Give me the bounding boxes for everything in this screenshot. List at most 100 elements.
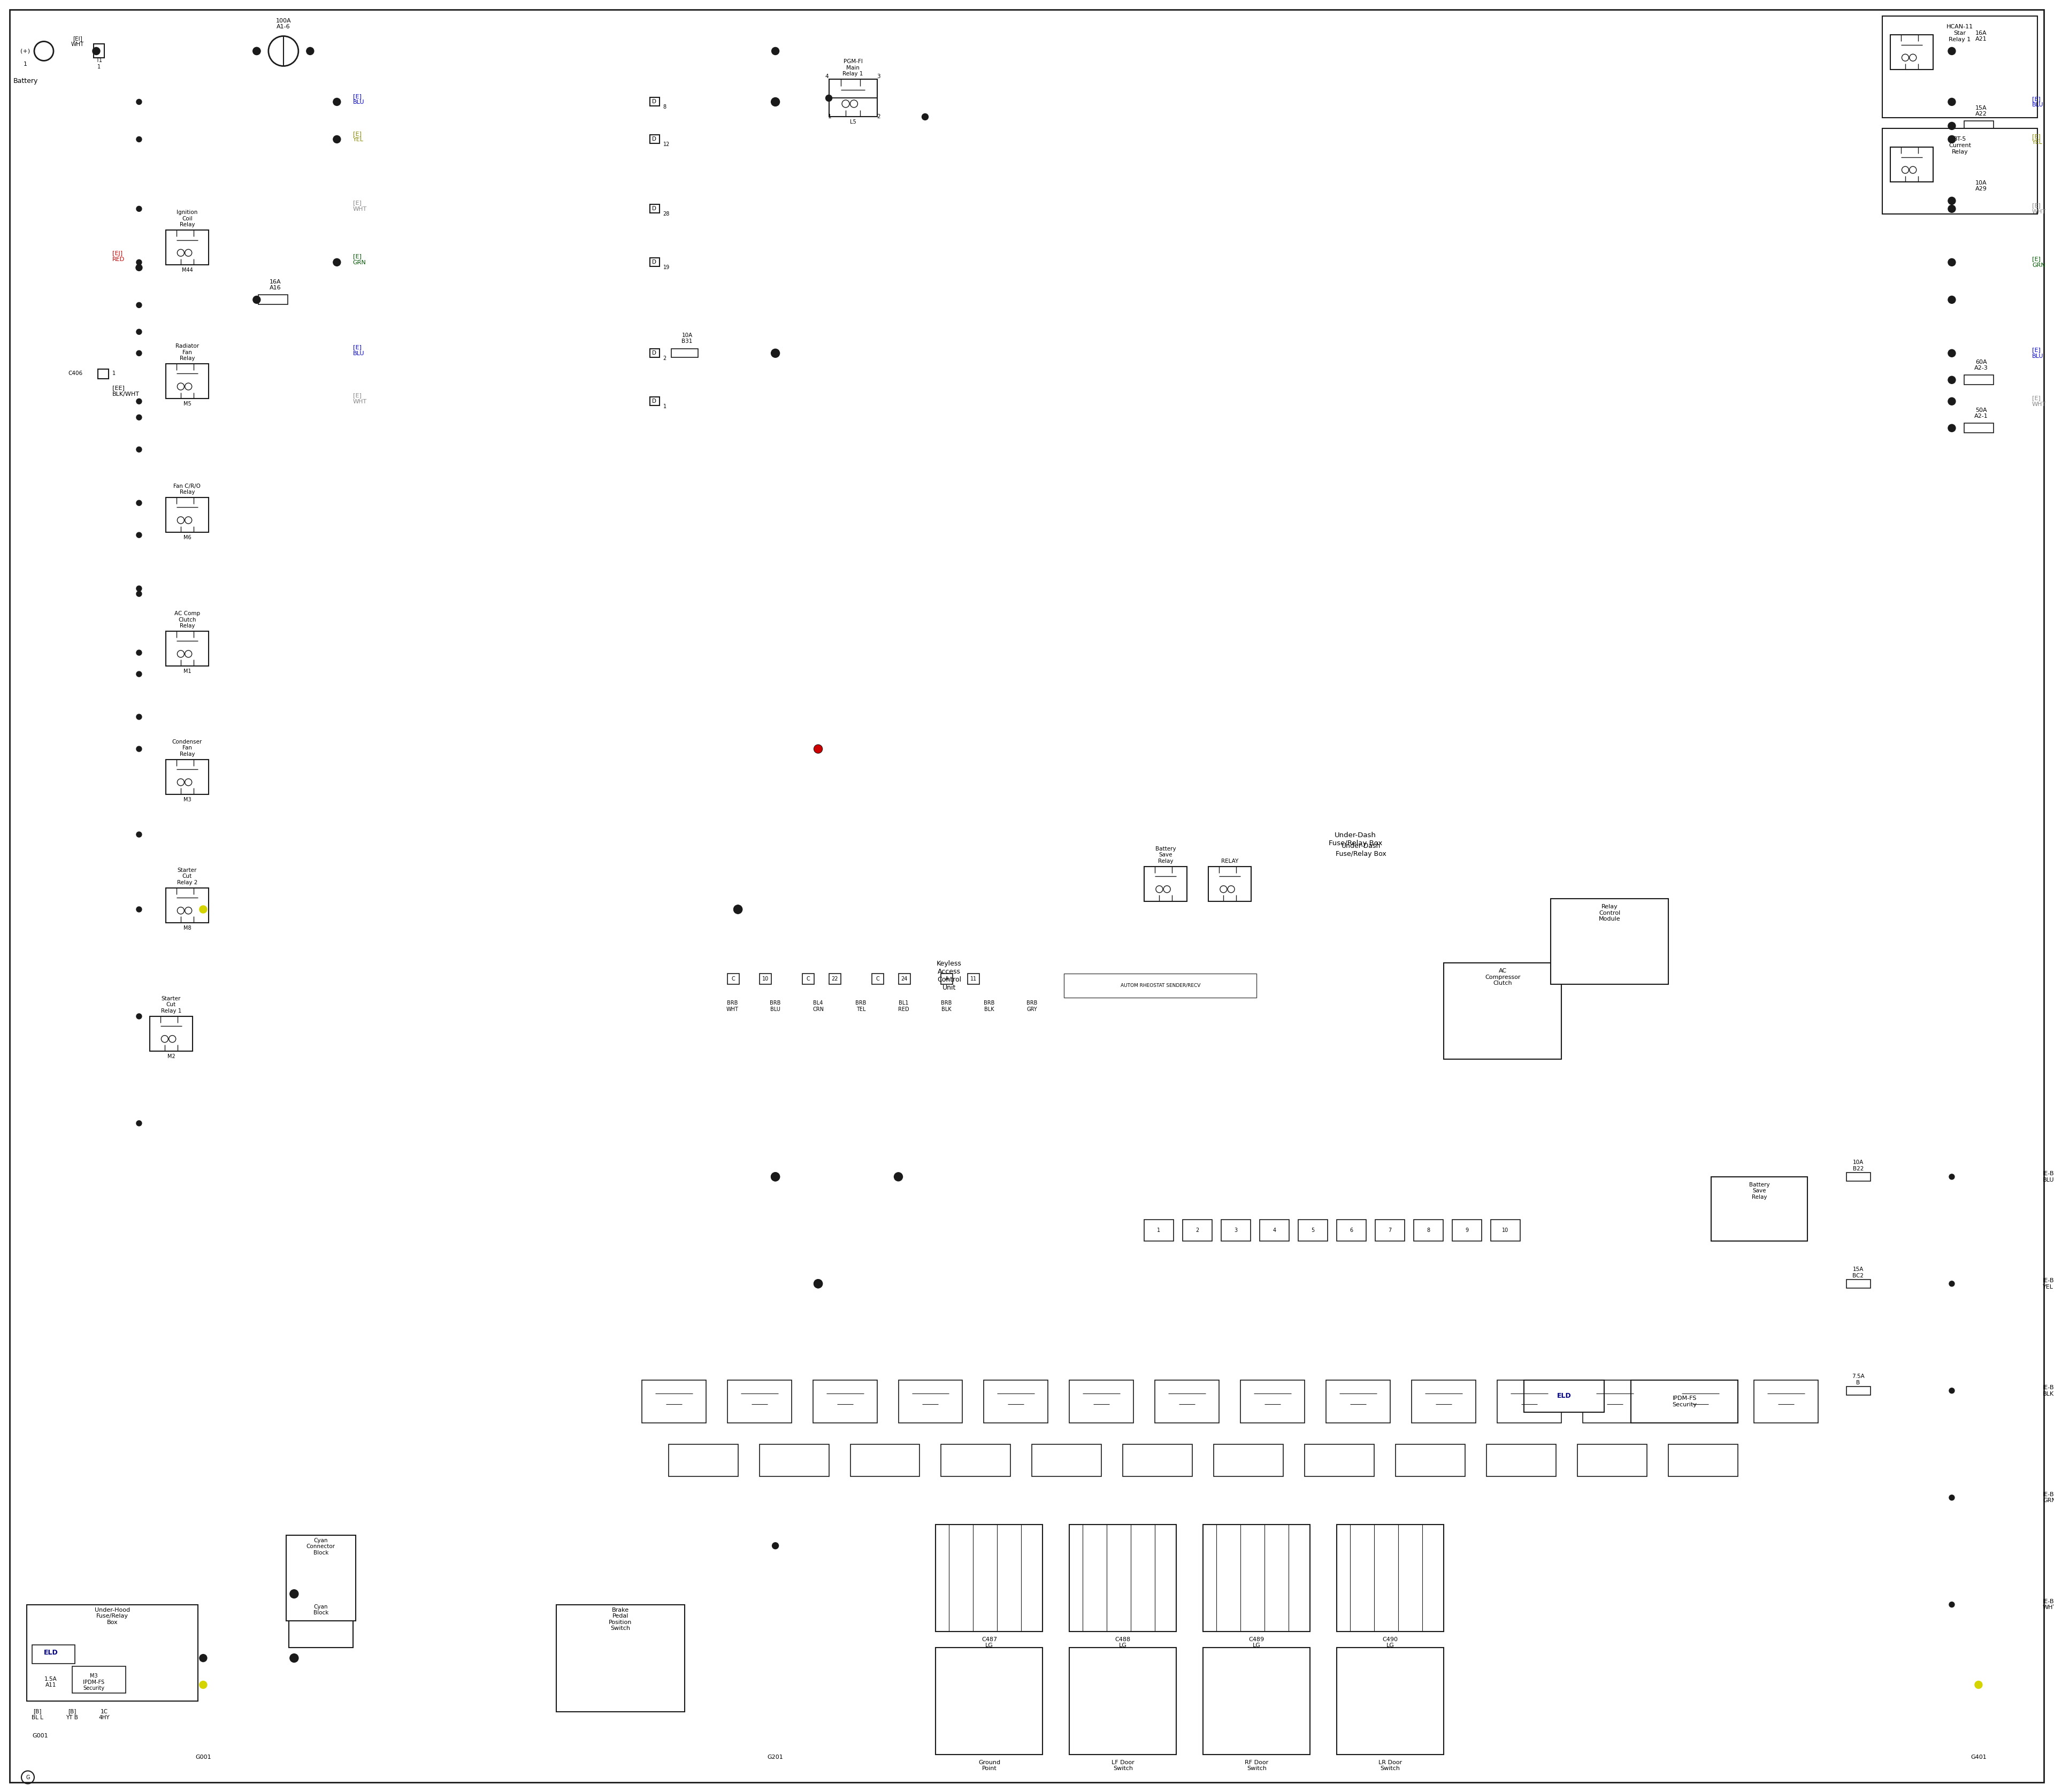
Text: 16A
A16: 16A A16 <box>269 280 281 290</box>
Text: Radiator
Fan
Relay: Radiator Fan Relay <box>175 344 199 362</box>
Circle shape <box>1947 136 1955 143</box>
Bar <box>649 204 659 213</box>
Text: Ignition
Coil
Relay: Ignition Coil Relay <box>177 210 197 228</box>
Bar <box>1259 1220 1290 1240</box>
Text: M1: M1 <box>183 668 191 674</box>
Circle shape <box>333 99 341 106</box>
Bar <box>649 134 659 143</box>
Circle shape <box>136 351 142 357</box>
Bar <box>871 973 883 984</box>
Circle shape <box>1947 47 1955 56</box>
Text: Ground
Point: Ground Point <box>978 1760 1000 1770</box>
Circle shape <box>253 296 261 303</box>
Text: [E]
GRN: [E] GRN <box>2031 256 2046 269</box>
Bar <box>1584 1380 1647 1423</box>
Circle shape <box>92 47 101 56</box>
Bar <box>1847 1279 1871 1288</box>
Bar <box>649 258 659 267</box>
Text: Under-Dash
Fuse/Relay Box: Under-Dash Fuse/Relay Box <box>1335 842 1386 858</box>
Bar <box>1754 1380 1818 1423</box>
Text: BL1
RED: BL1 RED <box>898 1000 910 1012</box>
Bar <box>1881 16 2038 118</box>
Bar <box>1124 1444 1193 1477</box>
Bar <box>1183 1220 1212 1240</box>
Bar <box>937 1525 1043 1631</box>
Text: [E]
GRN: [E] GRN <box>353 254 366 265</box>
Circle shape <box>333 136 341 143</box>
Text: Battery: Battery <box>14 77 39 84</box>
Text: Relay
Control
Module: Relay Control Module <box>1598 903 1621 921</box>
Text: IE-B
WHT: IE-B WHT <box>2044 1598 2054 1611</box>
Circle shape <box>199 905 207 914</box>
Circle shape <box>333 258 341 265</box>
Bar <box>1304 1444 1374 1477</box>
Text: M8: M8 <box>183 925 191 930</box>
Bar <box>1964 195 1994 206</box>
Text: 7.5A
B: 7.5A B <box>1853 1374 1865 1385</box>
Text: 10A
B31: 10A B31 <box>682 333 692 344</box>
Text: C: C <box>731 977 735 982</box>
Text: 9: 9 <box>1465 1228 1469 1233</box>
Text: C490
LG: C490 LG <box>1382 1636 1399 1649</box>
Bar <box>1070 1380 1134 1423</box>
Bar <box>672 349 698 357</box>
Text: RELAY: RELAY <box>1222 858 1239 864</box>
Bar <box>1070 1647 1177 1754</box>
Circle shape <box>1949 1174 1955 1179</box>
Bar <box>1551 898 1668 984</box>
Text: M3
IPDM-FS
Security: M3 IPDM-FS Security <box>82 1674 105 1692</box>
Text: [B]
BL L: [B] BL L <box>31 1710 43 1720</box>
Text: M2: M2 <box>166 1054 175 1059</box>
Bar <box>1298 1220 1327 1240</box>
Bar <box>649 398 659 405</box>
Circle shape <box>813 1279 822 1288</box>
Text: RF Door
Switch: RF Door Switch <box>1245 1760 1269 1770</box>
Circle shape <box>306 47 314 56</box>
Circle shape <box>770 1172 781 1181</box>
Bar <box>1668 1380 1734 1423</box>
Text: C487
LG: C487 LG <box>982 1636 996 1649</box>
Circle shape <box>1947 99 1955 106</box>
Text: [E]
WHT: [E] WHT <box>353 392 368 405</box>
Bar <box>984 1380 1048 1423</box>
Bar <box>760 973 770 984</box>
Text: 10: 10 <box>1501 1228 1508 1233</box>
Text: C488
LG: C488 LG <box>1115 1636 1132 1649</box>
Circle shape <box>1947 398 1955 405</box>
Text: BRB
TEL: BRB TEL <box>854 1000 867 1012</box>
Bar <box>1327 1380 1391 1423</box>
Bar <box>668 1444 737 1477</box>
Text: 22: 22 <box>832 977 838 982</box>
Text: BRB
BLK: BRB BLK <box>941 1000 951 1012</box>
Bar <box>813 1380 877 1423</box>
Circle shape <box>770 349 781 357</box>
Bar <box>1487 1444 1557 1477</box>
Bar <box>1497 1380 1561 1423</box>
Circle shape <box>1947 258 1955 265</box>
Bar <box>721 952 1177 1337</box>
Circle shape <box>1974 1681 1982 1688</box>
Text: IE-B
GRN: IE-B GRN <box>2044 1491 2054 1503</box>
Bar <box>1577 1444 1647 1477</box>
Text: [E]
BLU: [E] BLU <box>2031 97 2044 108</box>
Bar <box>1847 1387 1871 1394</box>
Text: AC Comp
Clutch
Relay: AC Comp Clutch Relay <box>175 611 199 629</box>
Bar <box>898 1380 963 1423</box>
Text: LR Door
Switch: LR Door Switch <box>1378 1760 1403 1770</box>
Bar <box>1204 1647 1310 1754</box>
Circle shape <box>1949 1389 1955 1394</box>
Circle shape <box>1949 1495 1955 1500</box>
Circle shape <box>136 1014 142 1020</box>
Circle shape <box>813 745 822 753</box>
Circle shape <box>136 414 142 419</box>
Bar <box>1241 1380 1304 1423</box>
Bar <box>1154 1380 1220 1423</box>
Bar <box>967 973 980 984</box>
Bar <box>803 973 813 984</box>
Bar <box>1964 375 1994 385</box>
Bar <box>1890 147 1933 183</box>
Bar <box>1452 1220 1481 1240</box>
Circle shape <box>1949 1281 1955 1287</box>
Circle shape <box>813 745 822 753</box>
Text: BT-5
Current
Relay: BT-5 Current Relay <box>1949 136 1972 154</box>
